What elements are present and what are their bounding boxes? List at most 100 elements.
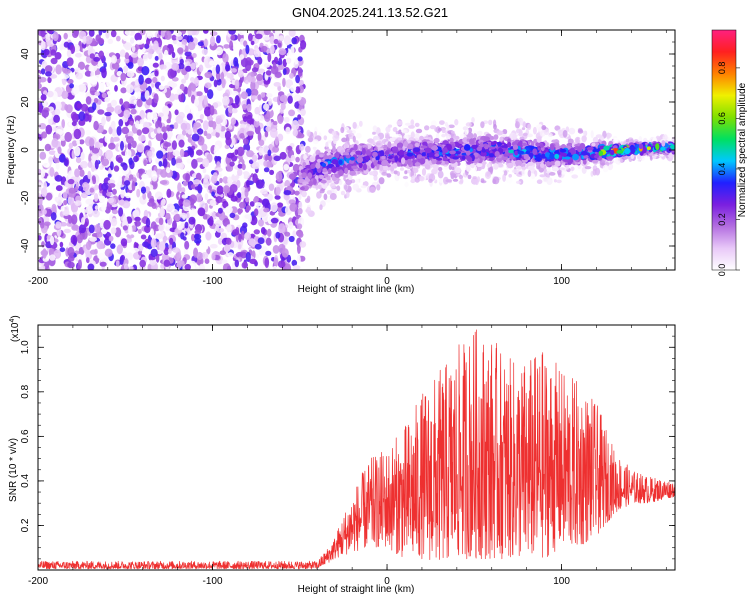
spectrogram-cell [246, 114, 253, 124]
spectrogram-cell [465, 122, 472, 127]
spectrogram-cell [246, 179, 250, 188]
spectrogram-cell [169, 82, 178, 88]
spectrogram-cell [404, 170, 408, 175]
spectrogram-cell [306, 206, 312, 215]
spectrogram-cell [279, 151, 287, 160]
spectrogram-cell [152, 76, 158, 84]
spectrogram-cell [395, 130, 399, 135]
spectrogram-cell [541, 125, 547, 131]
spectrogram-cell [54, 175, 63, 182]
spectrogram-cell [230, 117, 236, 125]
spectrogram-cell [228, 125, 233, 130]
spectrogram-cell [239, 251, 247, 259]
spectrogram-cell [50, 235, 55, 246]
spectrogram-cell [194, 229, 202, 235]
spectrogram-cell [336, 185, 341, 191]
spectrogram-cell [101, 92, 107, 99]
spectrogram-cell [265, 153, 273, 163]
spectrogram-cell [110, 217, 118, 227]
spectrogram-cell [106, 90, 114, 98]
spectrogram-cell [404, 122, 412, 126]
spectrogram-cell [178, 198, 184, 207]
spectrogram-cell [98, 138, 106, 144]
spectrogram-cell [445, 179, 453, 183]
spectrogram-cell [129, 266, 134, 270]
spectrogram-cell [242, 222, 248, 229]
spectrogram-cell [231, 90, 239, 96]
spectrogram-cell [60, 73, 65, 80]
spectrogram-cell [196, 149, 203, 156]
spectrogram-cell [126, 252, 134, 261]
spectrogram-cell [268, 98, 273, 106]
spectrogram-cell [437, 127, 442, 132]
spectrogram-cell [294, 190, 300, 196]
spectrogram-cell [219, 250, 227, 255]
spectrogram-cell [111, 209, 119, 215]
spectrogram-cell [245, 44, 250, 55]
spectrogram-cell [470, 162, 475, 169]
spectrogram-cell [134, 32, 142, 42]
spectrogram-cell [232, 44, 237, 51]
spectrogram-cell [141, 66, 150, 76]
spectrogram-cell [237, 146, 245, 157]
spectrogram-cell [267, 193, 273, 202]
spectrogram-cell [227, 176, 233, 185]
spectrogram-cell [314, 131, 318, 137]
spectrogram-cell [410, 131, 415, 139]
spectrogram-cell [138, 134, 146, 142]
spectrogram-cell [296, 255, 301, 264]
spectrogram-cell [553, 179, 557, 183]
spectrogram-cell [263, 30, 271, 36]
spectrogram-cell [212, 66, 217, 78]
spectrogram-cell [137, 91, 141, 101]
spectrogram-cell [305, 145, 311, 153]
spectrogram-cell [530, 173, 536, 180]
spectrogram-cell [158, 160, 163, 167]
spectrogram-cell [158, 112, 164, 118]
spectrogram-cell [356, 144, 361, 150]
spectrogram-cell [290, 154, 296, 162]
spectrogram-cell [408, 124, 415, 129]
spectrogram-cell [216, 78, 222, 86]
spectrogram-cell [158, 217, 164, 226]
spectrogram-cell [118, 119, 124, 127]
spectrogram-cell [75, 52, 82, 58]
spectrogram-cell [613, 137, 619, 143]
spectrogram-cell [202, 168, 207, 174]
spectrogram-cell [127, 124, 133, 130]
spectrogram-cell [169, 93, 176, 102]
spectrogram-cell [288, 221, 294, 229]
spectrogram-cell [136, 143, 145, 153]
spectrogram-cell [292, 230, 297, 238]
spectrogram-cell [125, 136, 134, 144]
spectrogram-cell [319, 204, 323, 211]
spectrogram-cell [194, 233, 202, 240]
spectrogram-cell [248, 159, 254, 165]
spectrogram-cell [105, 30, 110, 39]
spectrogram-cell [80, 56, 88, 61]
spectrogram-cell [392, 127, 398, 132]
spectrogram-cell [222, 176, 229, 184]
spectrogram-cell [297, 67, 303, 77]
spectrogram-cell [308, 136, 314, 143]
spectrogram-cell [433, 137, 440, 144]
spectrogram-cell [124, 57, 130, 64]
spectrogram-cell [329, 193, 337, 200]
spectrogram-cell [104, 248, 113, 257]
spectrogram-cell [201, 143, 208, 152]
spectrogram-cell [582, 130, 587, 136]
spectrogram-cell [283, 164, 290, 171]
spectrogram-cell [51, 203, 57, 214]
spectrogram-cell [61, 90, 69, 100]
spectrogram-cell [269, 128, 278, 138]
spectrogram-cell [77, 84, 85, 92]
spectrogram-cell [345, 178, 352, 186]
spectrogram-cell [120, 238, 128, 247]
spectrogram-cell [237, 244, 242, 250]
spectrogram-cell [213, 79, 218, 88]
spectrogram-cell [168, 248, 172, 255]
spectrogram-cell [471, 117, 475, 123]
spectrogram-cell [88, 30, 95, 37]
spectrogram-cell [66, 222, 74, 227]
spectrogram-cell [119, 49, 126, 58]
